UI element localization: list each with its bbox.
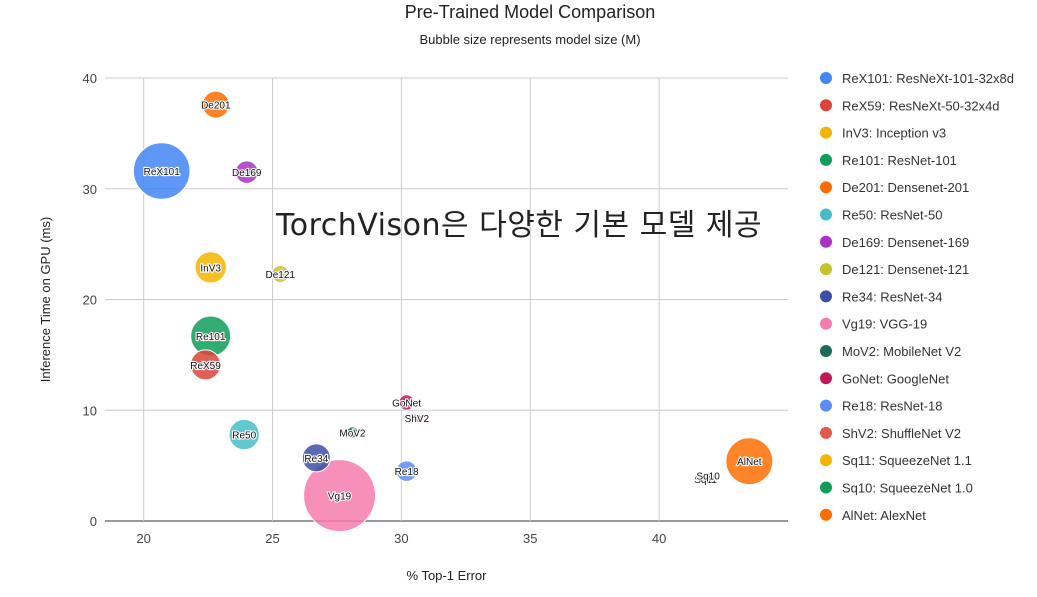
legend-label: ReX101: ResNeXt-101-32x8d xyxy=(842,71,1014,86)
legend-marker xyxy=(820,99,832,112)
legend-label: GoNet: GoogleNet xyxy=(842,371,949,386)
bubble-rex59 xyxy=(190,349,222,381)
legend-label: Re18: ResNet-18 xyxy=(842,399,942,414)
bubble-label: Re18 xyxy=(395,467,419,478)
legend-label: Re101: ResNet-101 xyxy=(842,153,957,168)
bubble-label: MoV2 xyxy=(339,428,366,439)
bubble-mov2 xyxy=(346,426,359,439)
x-tick-label: 35 xyxy=(523,531,537,546)
legend-marker xyxy=(820,372,832,385)
x-tick-label: 30 xyxy=(394,531,408,546)
legend-marker xyxy=(820,454,832,467)
bubble-label: ReX101 xyxy=(144,167,181,178)
x-axis-label: % Top-1 Error xyxy=(407,568,488,583)
legend-marker xyxy=(820,235,832,248)
x-tick-label: 20 xyxy=(136,531,150,546)
y-tick-label: 40 xyxy=(83,71,97,86)
bubble-rex101 xyxy=(132,142,191,200)
legend-label: De201: Densenet-201 xyxy=(842,180,969,195)
overlay-caption: TorchVison은 다양한 기본 모델 제공 xyxy=(276,208,763,243)
legend-label: De169: Densenet-169 xyxy=(842,235,969,250)
bubble-inv3 xyxy=(194,251,227,284)
legend-label: Sq10: SqueezeNet 1.0 xyxy=(842,481,973,496)
chart-subtitle: Bubble size represents model size (M) xyxy=(419,32,640,47)
bubble-de121 xyxy=(271,265,290,284)
legend-label: AlNet: AlexNet xyxy=(842,508,926,523)
bubble-label: ShV2 xyxy=(405,414,430,425)
x-tick-label: 25 xyxy=(265,531,279,546)
legend-label: ReX59: ResNeXt-50-32x4d xyxy=(842,98,1000,113)
x-tick-label: 40 xyxy=(652,531,666,546)
bubble-label: Re34 xyxy=(304,454,328,465)
y-axis-label: Inference Time on GPU (ms) xyxy=(38,217,53,382)
legend-marker xyxy=(820,345,832,357)
legend-marker xyxy=(820,508,832,521)
bubble-label: De169 xyxy=(232,168,262,179)
bubble-de169 xyxy=(234,160,259,184)
legend-label: ShV2: ShuffleNet V2 xyxy=(842,426,961,441)
legend-marker xyxy=(820,72,832,84)
legend-marker xyxy=(820,126,832,139)
legend-marker xyxy=(820,181,832,194)
bubble-gonet xyxy=(398,394,415,411)
bubble-re34 xyxy=(301,443,331,473)
bubble-de201 xyxy=(201,90,230,119)
y-tick-label: 0 xyxy=(90,514,97,529)
bubble-alnet xyxy=(725,437,774,486)
legend-marker xyxy=(820,399,832,412)
y-tick-label: 30 xyxy=(83,182,97,197)
legend-marker xyxy=(820,208,832,221)
bubble-label: Re101 xyxy=(196,332,226,343)
legend-label: De121: Densenet-121 xyxy=(842,262,969,277)
bubble-re18 xyxy=(395,460,418,482)
legend-label: Sq11: SqueezeNet 1.1 xyxy=(842,453,972,468)
legend-label: Vg19: VGG-19 xyxy=(842,317,927,332)
legend-marker xyxy=(820,317,832,330)
legend-label: MoV2: MobileNet V2 xyxy=(842,344,961,359)
bubble-label: Sq11 xyxy=(694,475,717,486)
bubble-label: AlNet xyxy=(737,457,762,468)
y-tick-label: 10 xyxy=(83,403,97,418)
bubble-shv2 xyxy=(411,412,422,424)
y-tick-label: 20 xyxy=(83,293,97,308)
legend-label: Re34: ResNet-34 xyxy=(842,289,942,304)
bubble-label: ReX59 xyxy=(190,361,221,372)
legend-label: InV3: Inception v3 xyxy=(842,126,946,141)
bubble-label: GoNet xyxy=(392,398,421,409)
bubble-label: Sq10 xyxy=(696,472,720,483)
bubble-label: InV3 xyxy=(200,263,221,274)
bubble-vg19 xyxy=(303,459,377,532)
chart-title: Pre-Trained Model Comparison xyxy=(405,2,655,22)
legend-marker xyxy=(820,153,832,166)
legend-marker xyxy=(820,290,832,303)
legend-marker xyxy=(820,481,832,494)
legend-marker xyxy=(820,263,832,276)
legend-marker xyxy=(820,426,832,439)
bubble-sq10 xyxy=(704,471,712,480)
bubble-label: De121 xyxy=(266,270,296,281)
bubble-label: De201 xyxy=(201,101,231,112)
bubble-re50 xyxy=(228,418,260,451)
legend-label: Re50: ResNet-50 xyxy=(842,208,942,223)
bubble-label: Re50 xyxy=(232,431,256,442)
bubble-label: Vg19 xyxy=(328,492,352,503)
